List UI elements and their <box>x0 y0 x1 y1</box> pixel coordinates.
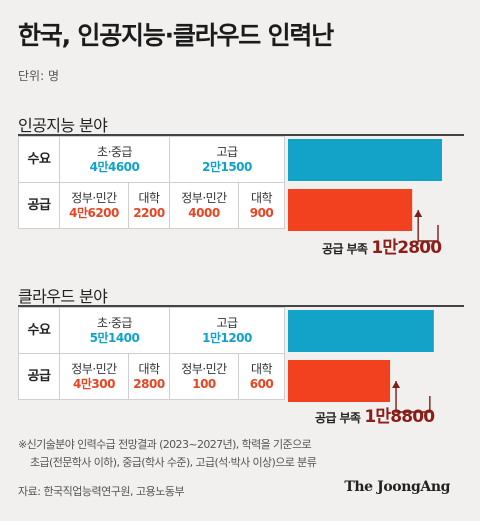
row-header-supply: 공급 <box>18 182 60 229</box>
brand-logo: The JoongAng <box>344 479 450 495</box>
supply-advanced-univ-value: 600 <box>249 376 274 391</box>
supply-cell-advanced-univ: 대학 600 <box>238 353 285 400</box>
supply-advanced-gov-value: 100 <box>192 376 216 391</box>
demand-bar-1 <box>288 310 434 352</box>
supply-basic-univ-value: 2800 <box>133 376 165 391</box>
shortage-value-ai: 1만2800 <box>371 238 442 258</box>
supply-basic-gov-label: 정부·민간 <box>71 361 117 376</box>
supply-basic-gov-label: 정부·민간 <box>71 190 117 205</box>
supply-cell-advanced-univ: 대학 900 <box>238 182 285 229</box>
shortage-bracket-1 <box>395 381 431 413</box>
demand-cell-advanced: 고급 2만1500 <box>169 136 285 183</box>
supply-basic-univ-label: 대학 <box>138 190 160 205</box>
demand-basic-label: 초·중급 <box>97 144 132 159</box>
section-rule-ai <box>18 134 464 136</box>
unit-label: 단위: 명 <box>18 69 59 83</box>
table-cloud: 수요 초·중급 5만1400 고급 1만1200 공급 정부·민간 4만300 … <box>18 307 285 400</box>
supply-advanced-univ-label: 대학 <box>250 361 273 376</box>
demand-advanced-label: 고급 <box>216 144 238 159</box>
supply-basic-gov-value: 4만300 <box>73 376 115 391</box>
shortage-text-cloud: 공급 부족 <box>315 411 361 425</box>
demand-basic-value: 5만1400 <box>89 330 140 345</box>
supply-advanced-univ-value: 900 <box>249 205 274 220</box>
supply-basic-univ-value: 2200 <box>133 205 165 220</box>
supply-basic-univ-label: 대학 <box>138 361 160 376</box>
section-title-cloud: 클라우드 분야 <box>18 287 108 306</box>
supply-cell-advanced-gov: 정부·민간 4000 <box>169 182 239 229</box>
shortage-label-ai: 공급 부족 1만2800 <box>322 233 442 258</box>
shortage-bracket-0 <box>417 210 439 242</box>
supply-basic-gov-value: 4만6200 <box>69 205 119 220</box>
row-header-supply: 공급 <box>18 353 60 400</box>
supply-cell-basic-gov: 정부·민간 4만6200 <box>59 182 129 229</box>
demand-advanced-label: 고급 <box>216 315 238 330</box>
supply-cell-basic-univ: 대학 2200 <box>128 182 170 229</box>
supply-cell-basic-gov: 정부·민간 4만300 <box>59 353 129 400</box>
demand-cell-advanced: 고급 1만1200 <box>169 307 285 354</box>
supply-bar-1 <box>288 360 391 402</box>
section-title-ai: 인공지능 분야 <box>18 116 108 135</box>
supply-cell-basic-univ: 대학 2800 <box>128 353 170 400</box>
demand-cell-basic: 초·중급 5만1400 <box>59 307 170 354</box>
supply-bar-0 <box>288 189 413 231</box>
supply-advanced-gov-value: 4000 <box>188 205 220 220</box>
supply-advanced-gov-label: 정부·민간 <box>181 190 227 205</box>
demand-basic-label: 초·중급 <box>97 315 132 330</box>
supply-advanced-univ-label: 대학 <box>250 190 273 205</box>
source-credit: 자료: 한국직업능력연구원, 고용노동부 <box>18 485 185 498</box>
shortage-text-ai: 공급 부족 <box>322 242 368 256</box>
supply-advanced-gov-label: 정부·민간 <box>181 361 227 376</box>
shortage-arrowhead-0 <box>414 210 423 217</box>
demand-advanced-value: 2만1500 <box>202 159 252 174</box>
table-ai: 수요 초·중급 4만4600 고급 2만1500 공급 정부·민간 4만6200… <box>18 136 285 229</box>
demand-bar-0 <box>288 139 442 181</box>
footnote-line-1: ※신기술분야 인력수급 전망결과 (2023~2027년), 학력을 기준으로 <box>18 438 312 451</box>
shortage-arrowhead-1 <box>392 381 401 388</box>
section-rule-cloud <box>18 305 464 307</box>
demand-advanced-value: 1만1200 <box>202 330 252 345</box>
demand-basic-value: 4만4600 <box>89 159 140 174</box>
footnote-line-2: 초급(전문학사 이하), 중급(학사 수준), 고급(석·박사 이상)으로 분류 <box>30 456 317 469</box>
page-title: 한국, 인공지능·클라우드 인력난 <box>18 21 334 50</box>
